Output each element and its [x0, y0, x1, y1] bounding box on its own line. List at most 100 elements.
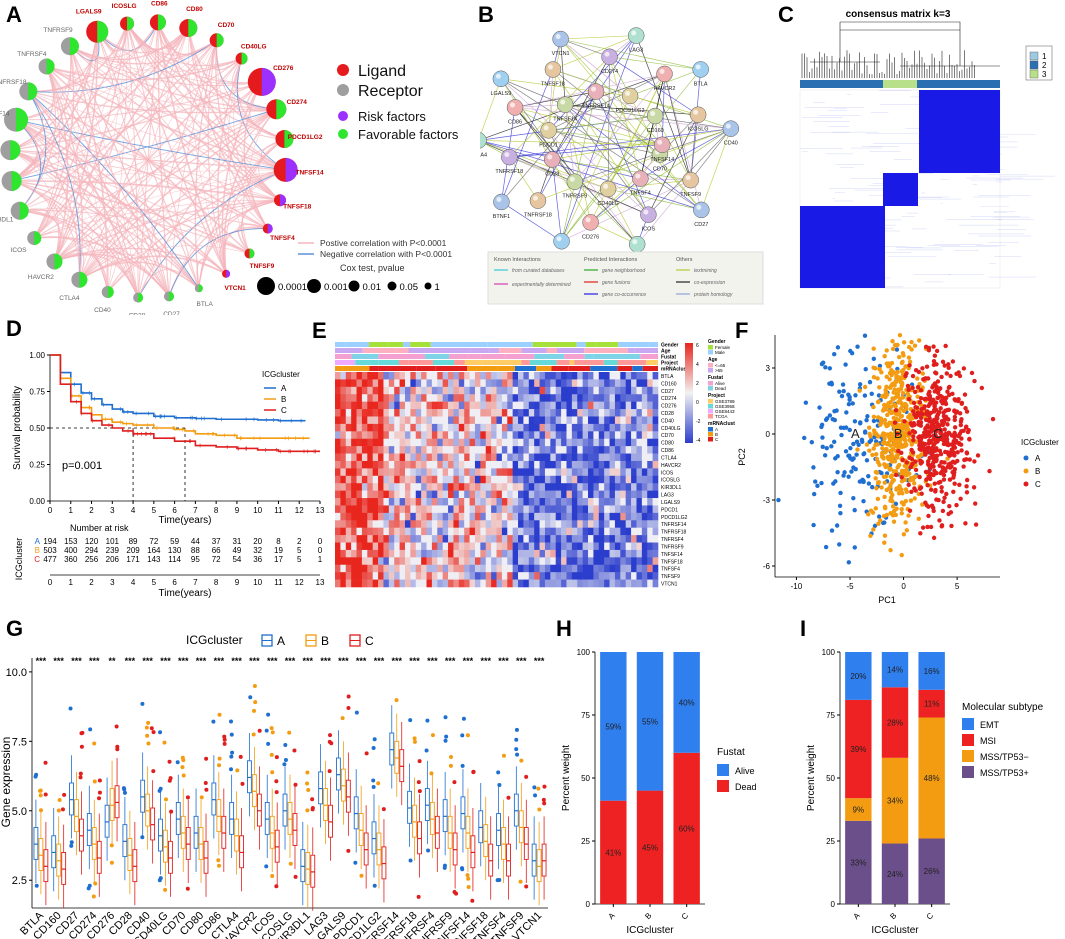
heatmap-cell	[491, 475, 497, 484]
heatmap-cell	[534, 416, 540, 425]
scatter-point-A	[866, 473, 871, 479]
risk-count: 209	[126, 546, 140, 555]
heatmap-cell	[431, 372, 438, 380]
heatmap-cell	[351, 460, 357, 469]
cluster-legend-label: C	[715, 437, 719, 442]
scatter-point-C	[967, 457, 972, 462]
heatmap-cell	[647, 475, 653, 484]
heatmap-cell	[480, 475, 487, 484]
heatmap-cell	[426, 512, 433, 521]
ppi-node: LAG3	[627, 27, 645, 54]
scatter-point-C	[969, 370, 975, 376]
heatmap-cell	[464, 379, 470, 388]
box-outlier	[33, 774, 38, 779]
heatmap-cell	[647, 401, 653, 410]
heatmap-cell	[534, 579, 540, 588]
heatmap-cell	[550, 475, 557, 484]
cluster-center-label: B	[894, 426, 903, 441]
project-legend-title: Project	[708, 393, 725, 399]
scatter-point-A	[832, 417, 838, 423]
scatter-point-C	[939, 460, 945, 465]
heatmap-cell	[641, 564, 648, 573]
heatmap-cell	[410, 431, 417, 440]
box-outlier	[449, 755, 454, 760]
risk-count: 360	[64, 555, 78, 564]
heatmap-cell	[431, 416, 438, 425]
box-outlier	[266, 741, 271, 746]
heatmap-cell	[491, 549, 497, 558]
heatmap-cell	[641, 527, 648, 536]
heatmap-cell	[415, 423, 422, 432]
box-B	[127, 810, 133, 895]
cox-size-dot	[257, 277, 275, 295]
heatmap-cell	[561, 490, 567, 499]
box-body	[221, 815, 227, 849]
ppi-edge	[561, 179, 691, 242]
heatmap-cell	[474, 401, 481, 410]
box-C	[96, 778, 102, 897]
box-outlier	[283, 758, 288, 763]
box-outlier	[240, 781, 245, 786]
heatmap-cell	[399, 542, 406, 551]
heatmap-cell	[620, 520, 626, 528]
heatmap-cell	[399, 483, 406, 491]
heatmap-cell	[555, 372, 562, 380]
heatmap-cell	[448, 423, 454, 432]
box-outlier	[359, 873, 364, 878]
scatter-point-B	[899, 552, 904, 558]
ppi-edge	[608, 179, 691, 190]
scatter-point-C	[937, 463, 942, 468]
scatter-point-B	[882, 417, 888, 423]
box-B	[376, 781, 382, 889]
heatmap-cell	[614, 549, 621, 558]
box-body	[394, 740, 400, 774]
gene-label: CD86	[661, 448, 674, 454]
heatmap-cell	[588, 438, 594, 447]
heatmap-cell	[518, 423, 524, 432]
heatmap-cell	[609, 386, 616, 395]
scatter-point-A	[894, 347, 900, 352]
heatmap-cell	[550, 579, 557, 588]
heatmap-cell	[351, 505, 357, 514]
box-outlier	[371, 745, 376, 750]
scatter-point-C	[926, 441, 931, 446]
scatter-point-A	[827, 413, 833, 418]
heatmap-cell	[561, 527, 567, 536]
heatmap-cell	[636, 579, 643, 588]
scatter-point-A	[838, 490, 843, 496]
scatter-point-A	[863, 366, 868, 372]
gene-label: CD40LG	[661, 426, 681, 432]
box-outlier	[444, 734, 449, 739]
heatmap-cell	[598, 386, 605, 395]
positive-correlation-edge	[187, 28, 227, 274]
heatmap-cell	[480, 386, 487, 395]
ppi-edge	[501, 69, 554, 203]
box-body	[282, 793, 288, 827]
positive-correlation-edge	[79, 23, 128, 280]
box-A	[247, 695, 253, 817]
ppi-edge	[548, 69, 554, 131]
negative-correlation-edge	[11, 108, 277, 182]
scatter-point-C	[959, 401, 964, 406]
box-outlier	[518, 879, 523, 884]
heatmap-cell	[528, 527, 535, 536]
risk-count: 114	[168, 555, 181, 564]
scatter-point-B	[880, 432, 885, 438]
heatmap-cell	[566, 498, 573, 506]
heatmap-cell	[404, 557, 411, 566]
scatter-point-C	[971, 485, 977, 490]
heatmap-cell	[388, 372, 395, 380]
heatmap-cell	[335, 549, 341, 558]
heatmap-cell	[604, 579, 610, 588]
node-factor-half	[267, 223, 273, 234]
heatmap-cell	[345, 498, 352, 506]
box-B	[56, 798, 62, 900]
scatter-point-B	[895, 375, 900, 381]
scatter-point-A	[829, 528, 835, 533]
heatmap-cell	[426, 468, 433, 477]
scatter-point-B	[882, 540, 887, 545]
heatmap-cell	[437, 438, 443, 447]
x-tick-label: 6	[172, 506, 177, 515]
heatmap-cell	[442, 460, 449, 469]
ppi-node-highlight	[643, 209, 649, 215]
